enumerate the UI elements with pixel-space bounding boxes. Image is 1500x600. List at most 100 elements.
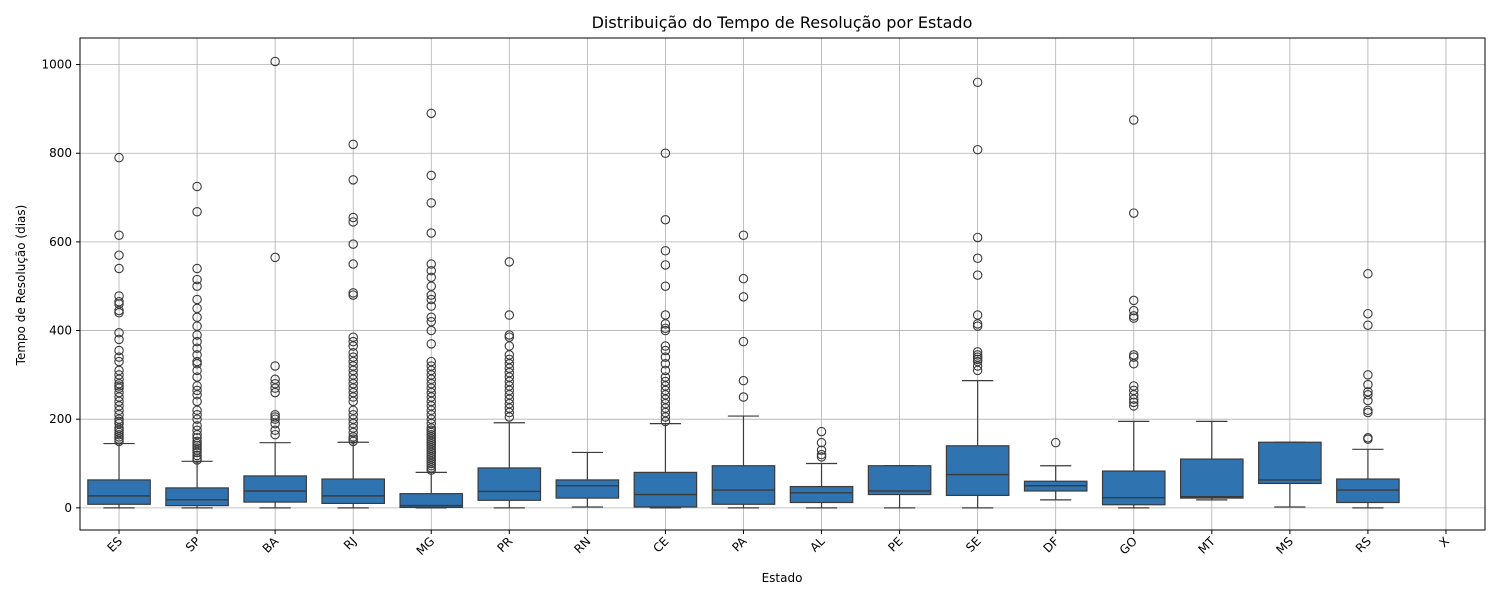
outlier-point <box>1129 311 1139 321</box>
outlier-point <box>192 421 202 431</box>
outlier-point <box>738 336 749 347</box>
outlier-point <box>660 365 671 376</box>
box-group-sp <box>165 181 229 509</box>
outlier-point <box>192 433 202 443</box>
outlier-point <box>192 385 202 396</box>
outlier-point <box>660 260 671 270</box>
outlier-point <box>1129 305 1139 316</box>
outlier-point <box>660 359 671 369</box>
outlier-point <box>114 291 124 301</box>
outlier-point <box>192 274 202 285</box>
box-group-df <box>1023 437 1088 501</box>
outlier-point <box>1129 385 1139 396</box>
plot-frame <box>79 37 1486 531</box>
outlier-point <box>426 356 436 367</box>
outlier-point <box>426 198 436 208</box>
outlier-point <box>192 207 202 217</box>
y-tick-label: 200 <box>49 412 72 426</box>
outlier-point <box>660 281 671 291</box>
box-group-se <box>945 77 1010 509</box>
iqr-box <box>945 445 1010 497</box>
outlier-point <box>1129 397 1139 408</box>
outlier-point <box>972 350 983 360</box>
outlier-point <box>660 352 671 362</box>
outlier-point <box>192 450 202 461</box>
outlier-point <box>1363 390 1373 400</box>
iqr-box <box>243 475 307 503</box>
x-axis-title: Estado <box>762 571 803 585</box>
outlier-point <box>348 239 358 249</box>
iqr-box <box>87 479 151 505</box>
outlier-point <box>114 152 124 163</box>
outlier-point <box>348 288 358 298</box>
outlier-point <box>972 144 983 155</box>
outlier-point <box>1363 269 1373 279</box>
y-tick-label: 800 <box>49 146 72 160</box>
iqr-box <box>789 485 854 504</box>
outlier-point <box>426 108 436 119</box>
outlier-point <box>1363 405 1373 416</box>
outlier-point <box>114 334 124 345</box>
box-group-rj <box>321 139 386 509</box>
outlier-point <box>660 310 671 320</box>
outlier-point <box>660 323 671 334</box>
outlier-point <box>426 316 436 327</box>
outlier-point <box>426 361 436 371</box>
outlier-point <box>348 175 358 185</box>
outlier-point <box>192 356 202 367</box>
outlier-point <box>426 170 436 181</box>
outlier-point <box>1363 370 1373 380</box>
y-axis-title: Tempo de Resolução (dias) <box>14 205 28 367</box>
box-group-pe <box>867 465 932 509</box>
iqr-box <box>321 478 386 505</box>
outlier-point <box>972 270 983 280</box>
box-group-pa <box>711 230 776 509</box>
outlier-point <box>816 449 827 460</box>
y-tick-label: 400 <box>49 324 72 338</box>
box-layer <box>87 56 1400 509</box>
outlier-point <box>972 77 983 88</box>
outlier-point <box>1129 295 1139 306</box>
box-group-pr <box>477 257 542 509</box>
outlier-point <box>660 376 671 387</box>
outlier-point <box>114 296 124 307</box>
y-tick-label: 1000 <box>41 58 72 72</box>
outlier-point <box>348 217 358 227</box>
outlier-point <box>114 250 124 260</box>
outlier-point <box>192 281 202 291</box>
outlier-point <box>192 350 202 360</box>
iqr-box <box>477 467 542 501</box>
outlier-point <box>270 425 280 436</box>
outlier-point <box>192 436 202 447</box>
box-group-mt <box>1179 420 1244 501</box>
outlier-point <box>270 378 280 389</box>
outlier-point <box>426 259 436 269</box>
outlier-point <box>660 214 671 225</box>
outlier-point <box>426 339 436 349</box>
outlier-point <box>270 429 280 440</box>
outlier-point <box>348 352 358 362</box>
iqr-box <box>165 487 229 507</box>
outlier-point <box>192 181 202 192</box>
outlier-point <box>426 228 436 238</box>
outlier-point <box>738 375 749 386</box>
outlier-point <box>270 252 280 263</box>
outlier-point <box>1129 381 1139 391</box>
box-group-rs <box>1336 269 1400 509</box>
iqr-box <box>1101 470 1166 506</box>
outlier-point <box>426 265 436 276</box>
box-group-rn <box>555 451 620 508</box>
outlier-point <box>192 425 202 436</box>
box-group-al <box>789 426 854 509</box>
outlier-point <box>504 310 515 320</box>
outlier-point <box>972 310 983 320</box>
iqr-box <box>399 493 464 508</box>
outlier-point <box>1363 433 1373 443</box>
iqr-box <box>555 479 620 499</box>
outlier-point <box>426 301 436 311</box>
outlier-point <box>738 273 749 284</box>
iqr-box <box>1258 441 1322 485</box>
outlier-point <box>660 372 671 382</box>
outlier-point <box>1129 401 1139 411</box>
iqr-box <box>1179 458 1244 499</box>
